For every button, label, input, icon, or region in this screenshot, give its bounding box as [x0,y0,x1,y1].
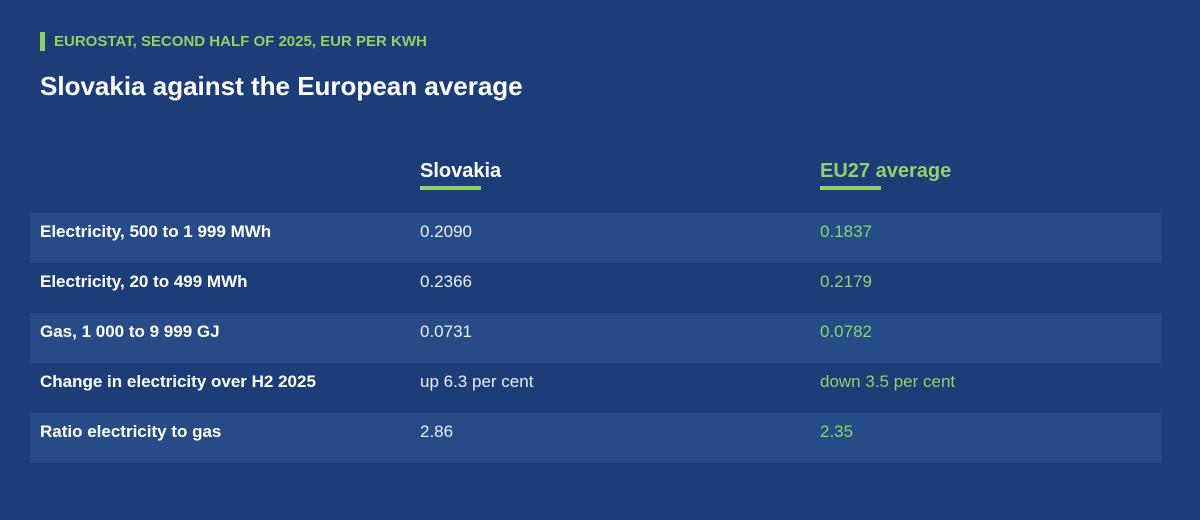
table-cell: 0.2179 [820,272,872,291]
table-cell: 2.86 [420,422,454,441]
column-header: EU27 average [820,160,952,190]
table-cell: 0.0782 [820,322,872,341]
column-header: Slovakia [420,160,502,190]
table-cell: Change in electricity over H2 2025 [40,372,316,391]
table-cell: 0.0731 [420,322,472,341]
table-row: Change in electricity over H2 2025 up 6.3… [30,363,1161,413]
table-cell: Gas, 1 000 to 9 999 GJ [40,322,220,341]
table-cell: 0.1837 [820,222,872,241]
table-row: Electricity, 500 to 1 999 MWh 0.2090 0.183… [30,213,1161,263]
table-cell: 0.2366 [420,272,472,291]
column-label: Slovakia [420,160,502,182]
table-cell: Electricity, 20 to 499 MWh [40,272,248,291]
table-cell: Ratio electricity to gas [40,422,222,441]
table-cell: down 3.5 per cent [820,372,956,391]
table-cell: up 6.3 per cent [420,372,534,391]
table: Electricity, 500 to 1 999 MWh 0.2090 0.183… [30,213,1161,463]
table-cell: Electricity, 500 to 1 999 MWh [40,222,272,241]
column-label: EU27 average [820,160,952,182]
kicker: EUROSTAT, SECOND HALF OF 2025, EUR PER K… [40,32,427,51]
table-cell: 2.35 [820,422,854,441]
table-row: Gas, 1 000 to 9 999 GJ 0.0731 0.0782 [30,313,1161,363]
table-row: Electricity, 20 to 499 MWh 0.2366 0.2179 [30,263,1161,313]
table-cell: 0.2090 [420,222,472,241]
title: Slovakia against the European average [40,71,523,101]
table-row: Ratio electricity to gas 2.86 2.35 [30,413,1161,463]
